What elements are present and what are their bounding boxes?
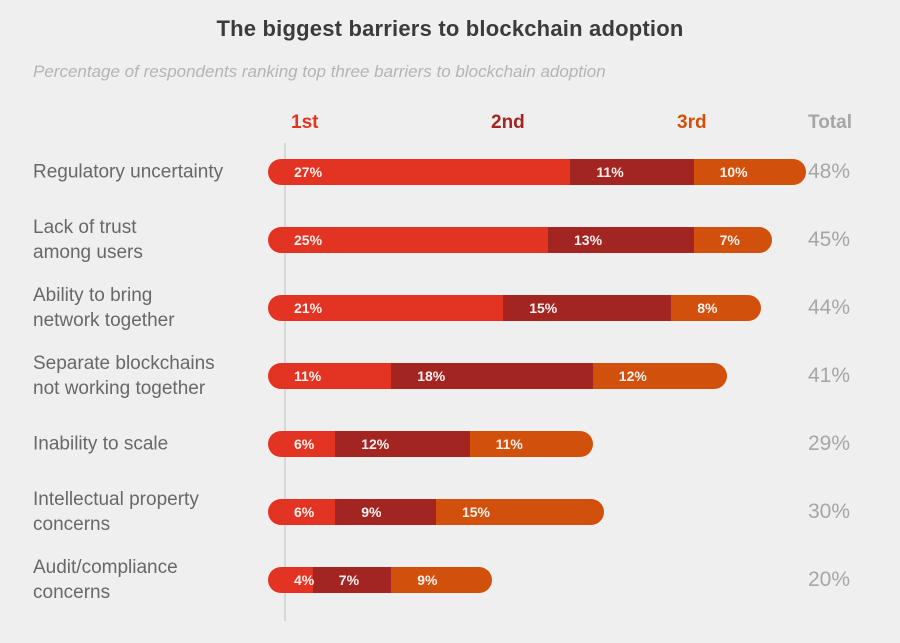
segment-value-label: 6% (294, 504, 315, 520)
bar-segment-1st: 11% (268, 363, 392, 389)
rank-1st-header: 1st (291, 112, 319, 133)
bar-segment-1st: 21% (268, 295, 504, 321)
segment-value-label: 12% (361, 436, 390, 452)
bar-segment-2nd: 12% (335, 431, 470, 457)
stacked-bar: 4% 7% 9% (268, 567, 492, 593)
segment-value-label: 27% (294, 164, 323, 180)
category-label: Regulatory uncertainty (33, 161, 224, 183)
category-label: Intellectual property concerns (33, 489, 199, 535)
bar-segment-1st: 27% (268, 159, 571, 185)
segment-value-label: 25% (294, 232, 323, 248)
bar-segment-3rd: 11% (469, 431, 593, 457)
segment-value-label: 10% (719, 164, 748, 180)
segment-value-label: 9% (417, 572, 438, 588)
segment-value-label: 4% (294, 572, 315, 588)
total-value: 29% (808, 432, 851, 455)
bar-segment-3rd: 15% (435, 499, 604, 525)
bar-segment-2nd: 13% (548, 227, 694, 253)
segment-value-label: 9% (361, 504, 382, 520)
segment-value-label: 11% (495, 436, 523, 452)
chart-row: Separate blockchains not working together… (0, 342, 900, 410)
segment-value-label: 21% (294, 300, 323, 316)
bar-segment-3rd: 7% (693, 227, 772, 253)
bar-segment-2nd: 15% (503, 295, 672, 321)
total-value: 20% (808, 568, 851, 591)
chart-row: Lack of trust among users 25% 13% 7% 45% (0, 206, 900, 274)
bar-segment-1st: 25% (268, 227, 548, 253)
bar-segment-3rd: 12% (592, 363, 728, 389)
segment-value-label: 7% (338, 572, 360, 588)
bar-segment-1st: 4% (268, 567, 315, 593)
chart-subtitle: Percentage of respondents ranking top th… (33, 62, 606, 81)
rank-header-row: 1st 2nd 3rd Total (0, 112, 900, 140)
category-label: Lack of trust among users (33, 217, 143, 263)
category-label: Inability to scale (33, 433, 169, 455)
category-label: Ability to bring network together (33, 285, 175, 331)
total-value: 30% (808, 500, 851, 523)
stacked-bar: 25% 13% 7% (268, 227, 772, 253)
bar-segment-2nd: 9% (335, 499, 436, 525)
bar-segment-3rd: 9% (391, 567, 492, 593)
chart-rows: Regulatory uncertainty 27% 11% 10% 48% Lack o… (0, 138, 900, 614)
chart-title: The biggest barriers to blockchain adopt… (216, 16, 684, 41)
total-value: 41% (808, 364, 851, 387)
total-header: Total (808, 112, 852, 133)
segment-value-label: 18% (417, 368, 446, 384)
total-value: 44% (808, 296, 851, 319)
segment-value-label: 15% (461, 504, 491, 520)
bar-segment-2nd: 7% (312, 567, 392, 593)
segment-value-label: 12% (618, 368, 647, 384)
bar-segment-3rd: 8% (671, 295, 761, 321)
segment-value-label: 13% (574, 232, 603, 248)
rank-3rd-header: 3rd (677, 112, 707, 133)
total-value: 45% (808, 228, 851, 251)
chart-row: Audit/compliance concerns 4% 7% 9% 20% (0, 546, 900, 614)
stacked-bar: 6% 12% 11% (268, 431, 593, 457)
stacked-bar: 21% 15% 8% (268, 295, 761, 321)
chart-row: Ability to bring network together 21% 15% 8%… (0, 274, 900, 342)
bar-segment-2nd: 11% (570, 159, 694, 185)
segment-value-label: 6% (294, 436, 315, 452)
rank-2nd-header: 2nd (491, 112, 525, 133)
segment-value-label: 15% (529, 300, 558, 316)
category-label: Audit/compliance concerns (33, 557, 178, 603)
segment-value-label: 8% (697, 300, 718, 316)
bar-segment-2nd: 18% (391, 363, 593, 389)
stacked-bar: 11% 18% 12% (268, 363, 728, 389)
chart-row: Intellectual property concerns 6% 9% 15% 30% (0, 478, 900, 546)
total-value: 48% (808, 160, 851, 183)
category-label: Separate blockchains not working together (33, 353, 215, 399)
chart-row: Inability to scale 6% 12% 11% 29% (0, 410, 900, 478)
chart-row: Regulatory uncertainty 27% 11% 10% 48% (0, 138, 900, 206)
bar-segment-3rd: 10% (693, 159, 806, 185)
segment-value-label: 7% (719, 232, 740, 248)
bar-segment-1st: 6% (268, 499, 336, 525)
segment-value-label: 11% (294, 368, 322, 384)
stacked-bar: 6% 9% 15% (268, 499, 604, 525)
segment-value-label: 11% (596, 164, 624, 180)
stacked-bar: 27% 11% 10% (268, 159, 806, 185)
bar-segment-1st: 6% (268, 431, 336, 457)
